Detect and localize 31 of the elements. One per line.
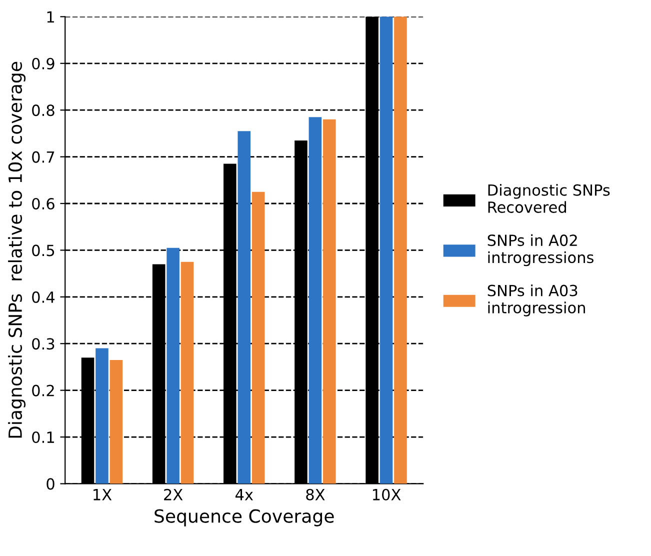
bar — [110, 360, 123, 484]
y-axis-title: Diagnostic SNPs relative to 10x coverage — [8, 62, 26, 438]
bar — [323, 119, 336, 484]
x-tick-label: 2X — [164, 488, 183, 500]
bar — [166, 248, 180, 484]
bar — [180, 262, 194, 484]
x-axis-title: Sequence Coverage — [154, 509, 334, 526]
y-tick-label: 0.8 — [32, 104, 54, 116]
legend-label: Diagnostic SNPs Recovered — [488, 184, 610, 213]
bar — [96, 348, 108, 484]
bar — [380, 16, 393, 484]
y-tick-label: 1 — [47, 11, 54, 22]
y-tick-label: 0.4 — [32, 291, 55, 303]
x-tick-label: 4x — [235, 489, 254, 500]
y-tick-label: 0.3 — [32, 338, 54, 350]
y-tick-label: 0.5 — [32, 244, 54, 256]
y-tick-label: 0.6 — [32, 198, 54, 210]
y-tick-label: 0.7 — [32, 151, 54, 163]
bar — [308, 117, 322, 484]
y-tick-label: 0.9 — [32, 58, 54, 70]
x-tick-label: 10X — [372, 488, 401, 500]
y-tick-label: 0.2 — [32, 384, 54, 396]
y-tick-label: 0.1 — [32, 431, 54, 444]
x-tick-label: 1X — [94, 489, 112, 500]
legend-label: SNPs in A02 introgressions — [488, 234, 594, 266]
legend-label: SNPs in A03 introgression — [488, 284, 585, 316]
x-tick-label: 8X — [306, 488, 325, 500]
y-tick-label: 0 — [46, 478, 54, 490]
bar — [238, 131, 251, 484]
bar — [252, 192, 265, 484]
bar — [394, 16, 407, 484]
